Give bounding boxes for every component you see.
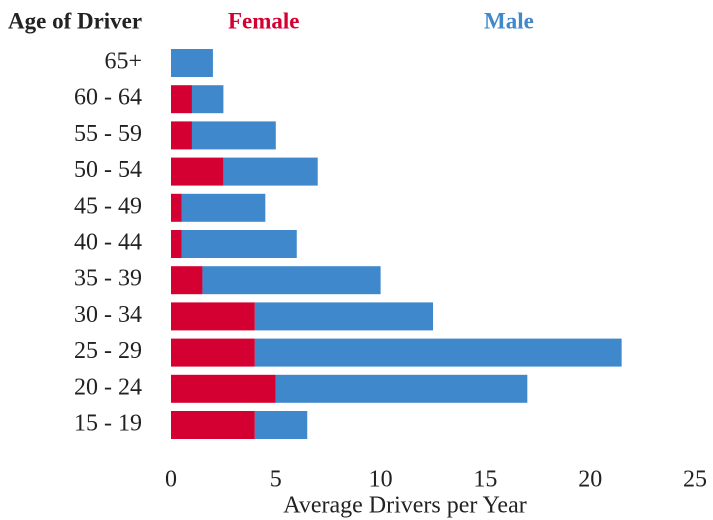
x-axis-title: Average Drivers per Year <box>283 493 526 519</box>
bar-segment <box>171 411 255 439</box>
bar-segment <box>254 338 622 367</box>
y-tick-label: 45 - 49 <box>74 193 142 219</box>
legend-entry: Female <box>228 8 300 33</box>
y-axis-title: Age of Driver <box>8 8 142 33</box>
y-tick-label: 15 - 19 <box>74 411 142 437</box>
x-tick-label: 5 <box>270 467 282 493</box>
bar-segment <box>223 157 318 186</box>
bar-segment <box>171 157 224 186</box>
x-tick-label: 0 <box>165 467 177 493</box>
bar-segment <box>275 374 528 403</box>
x-tick-label: 20 <box>578 467 602 493</box>
bar-segment <box>202 266 381 295</box>
bar-segment <box>171 193 182 222</box>
bar-segment <box>171 85 192 114</box>
bar-segment <box>171 338 255 367</box>
bar-segment <box>254 411 308 439</box>
legend-entry: Male <box>484 8 534 33</box>
y-tick-label: 65+ <box>104 49 142 75</box>
y-tick-label: 35 - 39 <box>74 266 142 292</box>
y-tick-label: 30 - 34 <box>74 302 142 328</box>
bar-segment <box>191 121 276 150</box>
bar-segment <box>181 230 297 258</box>
bar-segment <box>171 302 255 331</box>
bar-segment <box>171 121 192 150</box>
bar-segment <box>171 374 276 403</box>
y-tick-label: 50 - 54 <box>74 157 142 183</box>
bar-segment <box>254 302 433 331</box>
y-tick-label: 25 - 29 <box>74 338 142 364</box>
bar-segment <box>191 85 224 114</box>
x-tick-label: 25 <box>683 467 707 493</box>
y-tick-label: 60 - 64 <box>74 85 142 111</box>
y-tick-label: 55 - 59 <box>74 121 142 147</box>
bar-segment <box>181 193 266 222</box>
y-tick-label: 20 - 24 <box>74 374 142 400</box>
y-tick-label: 40 - 44 <box>74 230 142 256</box>
x-tick-label: 10 <box>369 467 393 493</box>
bar-segment <box>171 266 203 295</box>
bar-segment <box>171 230 182 258</box>
x-tick-label: 15 <box>473 467 497 493</box>
bar-segment <box>171 49 213 77</box>
